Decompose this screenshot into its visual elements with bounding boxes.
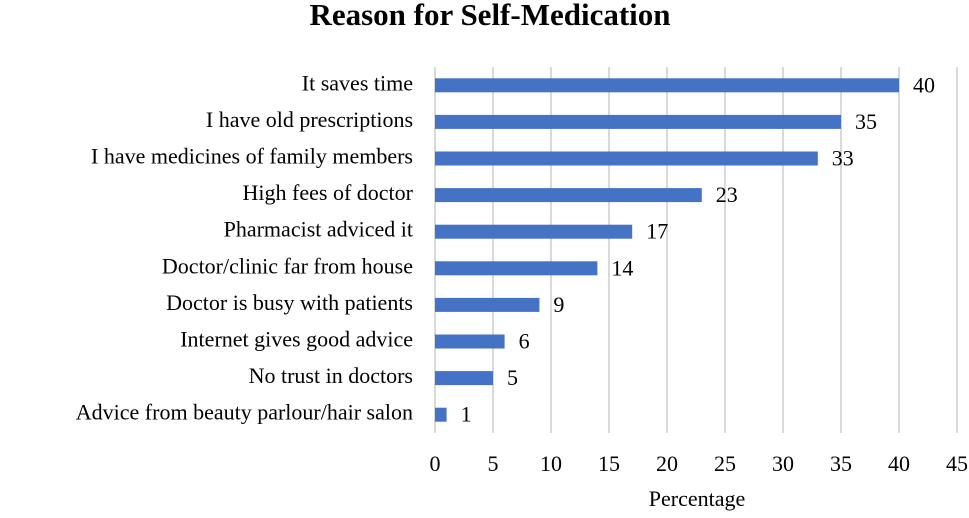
value-label: 5	[507, 365, 518, 390]
value-label: 14	[611, 255, 633, 280]
y-tick-label: Doctor is busy with patients	[166, 290, 413, 315]
x-tick-label: 0	[430, 451, 441, 476]
y-tick-label: It saves time	[302, 70, 413, 95]
bar	[435, 261, 598, 276]
x-tick-label: 40	[888, 451, 910, 476]
value-label: 35	[855, 109, 877, 134]
bar	[435, 371, 493, 386]
value-label: 40	[913, 72, 935, 97]
bar	[435, 334, 505, 349]
y-tick-label: I have medicines of family members	[91, 144, 413, 169]
x-tick-label: 5	[488, 451, 499, 476]
bar	[435, 114, 841, 129]
y-tick-label: Doctor/clinic far from house	[162, 253, 413, 278]
bar	[435, 188, 702, 203]
chart-title: Reason for Self-Medication	[309, 0, 670, 32]
y-tick-label: No trust in doctors	[249, 363, 413, 388]
value-label: 17	[646, 219, 668, 244]
x-tick-label: 15	[598, 451, 620, 476]
x-tick-label: 45	[946, 451, 968, 476]
bar	[435, 78, 899, 93]
value-label: 9	[553, 292, 564, 317]
y-tick-label: High fees of doctor	[243, 180, 414, 205]
bar	[435, 151, 818, 166]
x-axis-label: Percentage	[649, 486, 746, 511]
value-label: 1	[461, 402, 472, 427]
y-tick-label: Internet gives good advice	[180, 327, 413, 352]
bar	[435, 297, 540, 312]
value-label: 33	[832, 146, 854, 171]
x-tick-label: 10	[540, 451, 562, 476]
x-tick-label: 25	[714, 451, 736, 476]
bar	[435, 407, 447, 422]
value-label: 23	[716, 182, 738, 207]
y-tick-label: Advice from beauty parlour/hair salon	[76, 400, 413, 425]
y-tick-label: Pharmacist adviced it	[224, 217, 413, 242]
bar	[435, 224, 633, 239]
y-tick-label: I have old prescriptions	[206, 107, 413, 132]
x-tick-label: 30	[772, 451, 794, 476]
value-label: 6	[519, 329, 530, 354]
x-tick-label: 35	[830, 451, 852, 476]
x-tick-label: 20	[656, 451, 678, 476]
